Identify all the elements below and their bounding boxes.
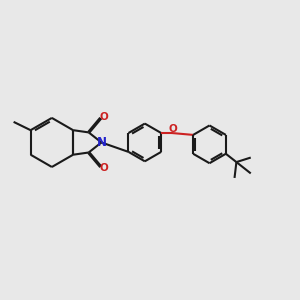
Text: N: N <box>97 136 107 149</box>
Text: O: O <box>99 112 108 122</box>
Text: O: O <box>99 163 108 173</box>
Text: O: O <box>168 124 177 134</box>
